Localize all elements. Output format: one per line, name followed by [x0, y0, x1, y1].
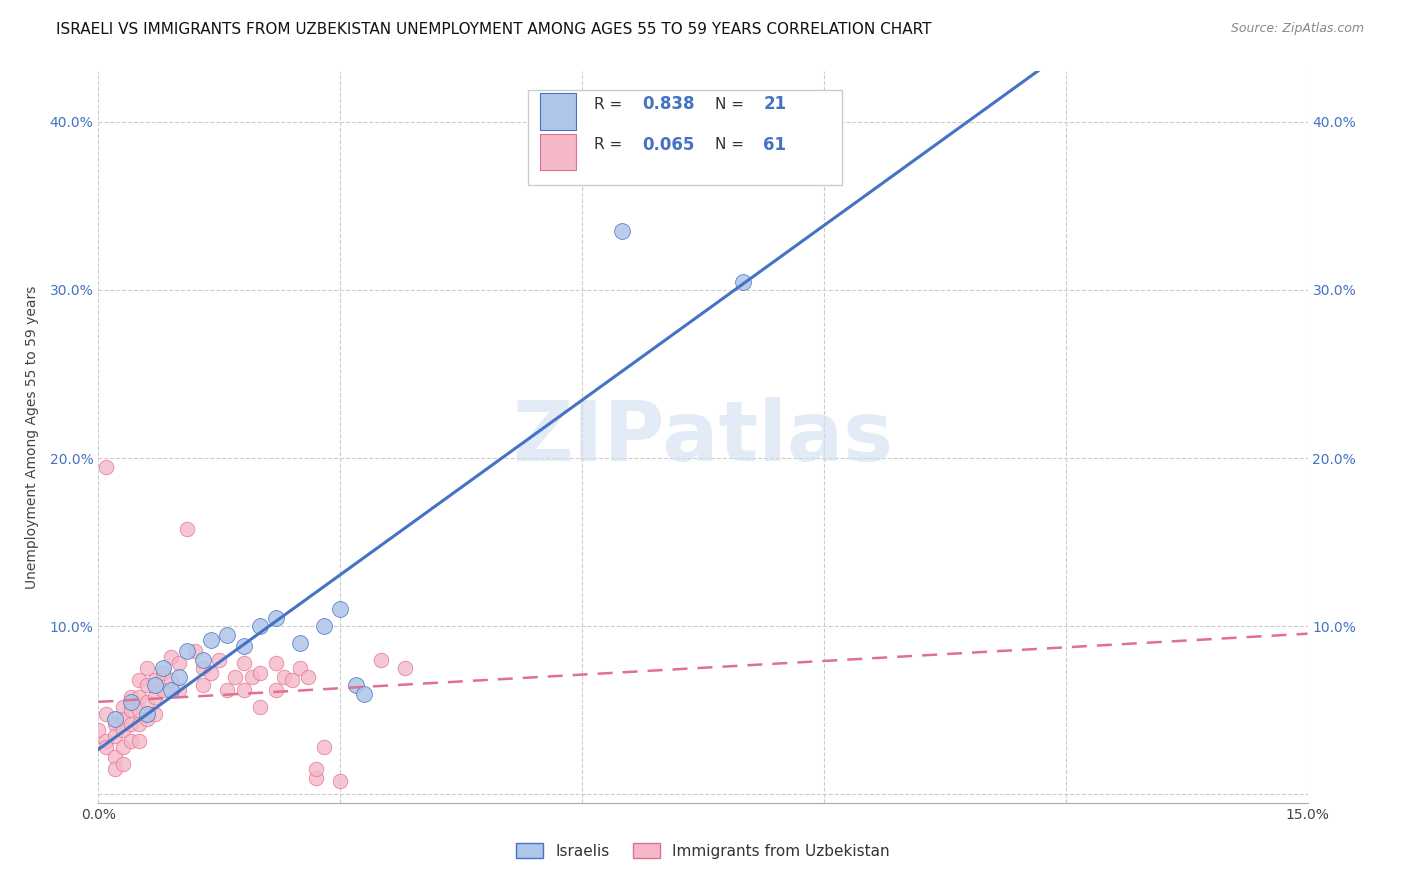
Point [103, 716, 125, 731]
Point [152, 666, 174, 681]
Point [288, 636, 311, 650]
Point [264, 683, 287, 698]
FancyBboxPatch shape [540, 134, 576, 170]
Text: 21: 21 [763, 95, 786, 113]
Point [193, 661, 215, 675]
Point [111, 723, 134, 738]
Point [111, 740, 134, 755]
Point [176, 644, 198, 658]
Point [217, 627, 239, 641]
Point [96, 459, 118, 474]
Point [288, 661, 311, 675]
Point [120, 695, 142, 709]
Point [305, 762, 328, 776]
Point [193, 678, 215, 692]
Point [297, 670, 319, 684]
Point [208, 653, 231, 667]
Point [135, 695, 157, 709]
Point [612, 224, 634, 238]
Point [152, 683, 174, 698]
Point [96, 733, 118, 747]
FancyBboxPatch shape [527, 90, 842, 185]
Point [200, 666, 222, 681]
Point [103, 712, 125, 726]
Point [143, 673, 166, 687]
Point [281, 673, 304, 687]
Point [353, 686, 375, 700]
Point [249, 666, 271, 681]
Point [232, 683, 254, 698]
Text: N =: N = [716, 137, 749, 152]
Point [329, 773, 352, 788]
Point [184, 644, 207, 658]
Point [160, 649, 183, 664]
Point [120, 716, 142, 731]
Point [232, 657, 254, 671]
Point [273, 670, 295, 684]
Point [103, 750, 125, 764]
Point [143, 706, 166, 721]
Point [167, 683, 190, 698]
Point [314, 619, 336, 633]
Text: 61: 61 [763, 136, 786, 153]
Point [344, 678, 367, 692]
Point [143, 678, 166, 692]
Point [167, 670, 190, 684]
Point [305, 771, 328, 785]
Point [160, 683, 183, 698]
Point [103, 729, 125, 743]
Point [193, 653, 215, 667]
Point [128, 716, 150, 731]
Point [111, 712, 134, 726]
Point [128, 673, 150, 687]
Point [224, 670, 246, 684]
Text: ISRAELI VS IMMIGRANTS FROM UZBEKISTAN UNEMPLOYMENT AMONG AGES 55 TO 59 YEARS COR: ISRAELI VS IMMIGRANTS FROM UZBEKISTAN UN… [56, 22, 932, 37]
Point [264, 611, 287, 625]
Point [103, 762, 125, 776]
Point [120, 733, 142, 747]
Point [135, 661, 157, 675]
Point [160, 673, 183, 687]
Point [200, 632, 222, 647]
Point [120, 690, 142, 704]
Point [217, 683, 239, 698]
Text: 0.838: 0.838 [643, 95, 695, 113]
Point [128, 690, 150, 704]
Point [394, 661, 416, 675]
Text: ZIPatlas: ZIPatlas [513, 397, 893, 477]
Point [128, 733, 150, 747]
Point [167, 657, 190, 671]
Point [264, 657, 287, 671]
Point [232, 640, 254, 654]
Point [111, 757, 134, 772]
Point [240, 670, 263, 684]
Point [329, 602, 352, 616]
Point [128, 703, 150, 717]
FancyBboxPatch shape [540, 94, 576, 130]
Point [370, 653, 392, 667]
Text: R =: R = [595, 137, 627, 152]
Point [135, 712, 157, 726]
Point [120, 703, 142, 717]
Point [143, 690, 166, 704]
Point [733, 275, 755, 289]
Point [249, 619, 271, 633]
Y-axis label: Unemployment Among Ages 55 to 59 years: Unemployment Among Ages 55 to 59 years [24, 285, 38, 589]
Point [111, 700, 134, 714]
Point [135, 706, 157, 721]
Point [152, 661, 174, 675]
Point [314, 740, 336, 755]
Point [87, 723, 110, 738]
Point [96, 740, 118, 755]
Legend: Israelis, Immigrants from Uzbekistan: Israelis, Immigrants from Uzbekistan [510, 837, 896, 864]
Point [249, 700, 271, 714]
Text: Source: ZipAtlas.com: Source: ZipAtlas.com [1230, 22, 1364, 36]
Text: N =: N = [716, 96, 749, 112]
Point [176, 522, 198, 536]
Text: R =: R = [595, 96, 627, 112]
Point [96, 706, 118, 721]
Point [135, 678, 157, 692]
Text: 0.065: 0.065 [643, 136, 695, 153]
